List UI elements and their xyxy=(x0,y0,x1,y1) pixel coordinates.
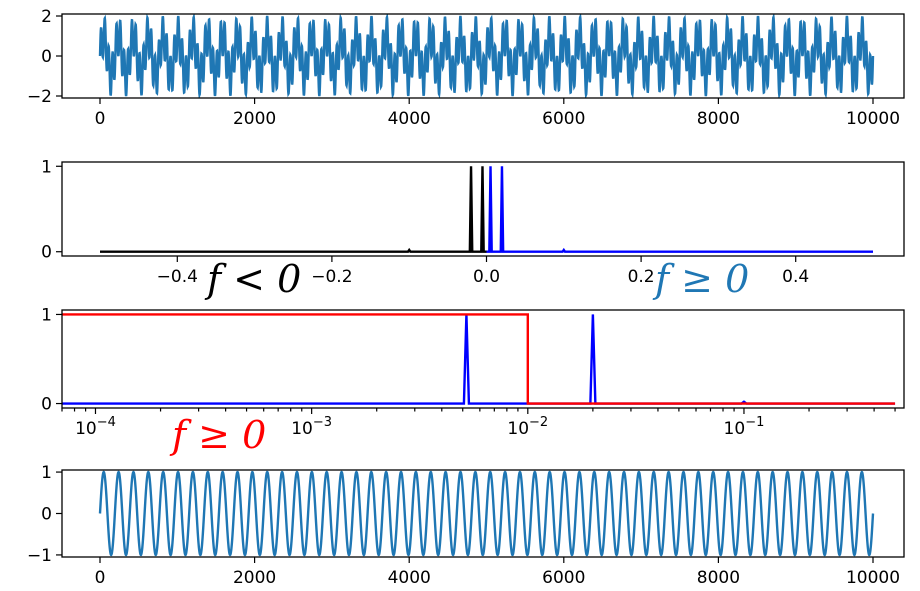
p1-xtick-label: 8000 xyxy=(697,109,740,129)
p1-ytick-label: 2 xyxy=(41,7,52,27)
panel-4-sinusoid: 0 2000 4000 6000 8000 10000 −1 0 1 xyxy=(27,463,905,588)
p2-xtick-label: 0.2 xyxy=(628,267,655,287)
p4-xtick-label: 0 xyxy=(95,568,106,588)
p1-xtick-label: 0 xyxy=(95,109,106,129)
p3-label-f-nonnegative: f ≥ 0 xyxy=(169,413,266,457)
p3-xtick-label: 10−2 xyxy=(507,415,548,439)
p2-positive-spectrum-line xyxy=(486,166,873,253)
p1-ytick-label: 0 xyxy=(41,47,52,67)
p3-axes-frame xyxy=(61,309,905,409)
p4-sinusoid-line xyxy=(98,470,875,557)
p1-ytick-label: −2 xyxy=(27,87,52,107)
p3-ytick-label: 0 xyxy=(41,395,52,415)
p3-xtick-label: 10−1 xyxy=(724,415,765,439)
p2-xtick-label: 0.0 xyxy=(473,267,500,287)
p3-ytick-label: 1 xyxy=(41,305,52,325)
p1-xtick-label: 4000 xyxy=(388,109,431,129)
p4-xtick-label: 4000 xyxy=(388,568,431,588)
p3-xtick-label: 10−3 xyxy=(291,415,332,439)
p3-spectrum-line xyxy=(62,314,896,405)
panel-3-spectrum-log: 10−4 10−3 10−2 10−1 0 1 f ≥ 0 xyxy=(41,305,905,457)
p1-xtick-label: 10000 xyxy=(846,109,900,129)
p2-xtick-label: 0.4 xyxy=(782,267,809,287)
p4-xtick-label: 6000 xyxy=(542,568,585,588)
p4-xtick-label: 8000 xyxy=(697,568,740,588)
p3-filter-line xyxy=(62,313,896,405)
p2-label-f-nonnegative: f ≥ 0 xyxy=(652,257,749,301)
p2-xtick-label: −0.4 xyxy=(157,267,198,287)
p4-xtick-label: 2000 xyxy=(233,568,276,588)
panel-1-time-signal: 0 2000 4000 6000 8000 10000 −2 0 2 xyxy=(27,7,905,129)
p3-xtick-label: 10−4 xyxy=(75,415,116,439)
p2-ytick-label: 0 xyxy=(41,243,52,263)
p4-ytick-label: 0 xyxy=(41,505,52,525)
p2-xtick-label: −0.2 xyxy=(311,267,352,287)
p4-xtick-label: 10000 xyxy=(846,568,900,588)
p4-ytick-label: 1 xyxy=(41,463,52,483)
panel-2-spectrum-linear: −0.4 −0.2 0.0 0.2 0.4 0 1 f < 0 f ≥ 0 xyxy=(41,157,905,301)
p2-negative-spectrum-line xyxy=(100,166,487,253)
p4-ytick-label: −1 xyxy=(27,546,52,566)
p1-signal-line xyxy=(98,14,875,98)
p2-axes-frame xyxy=(61,161,905,257)
p1-xtick-label: 2000 xyxy=(233,109,276,129)
p2-label-f-negative: f < 0 xyxy=(204,257,301,301)
p2-ytick-label: 1 xyxy=(41,157,52,177)
p1-xtick-label: 6000 xyxy=(542,109,585,129)
